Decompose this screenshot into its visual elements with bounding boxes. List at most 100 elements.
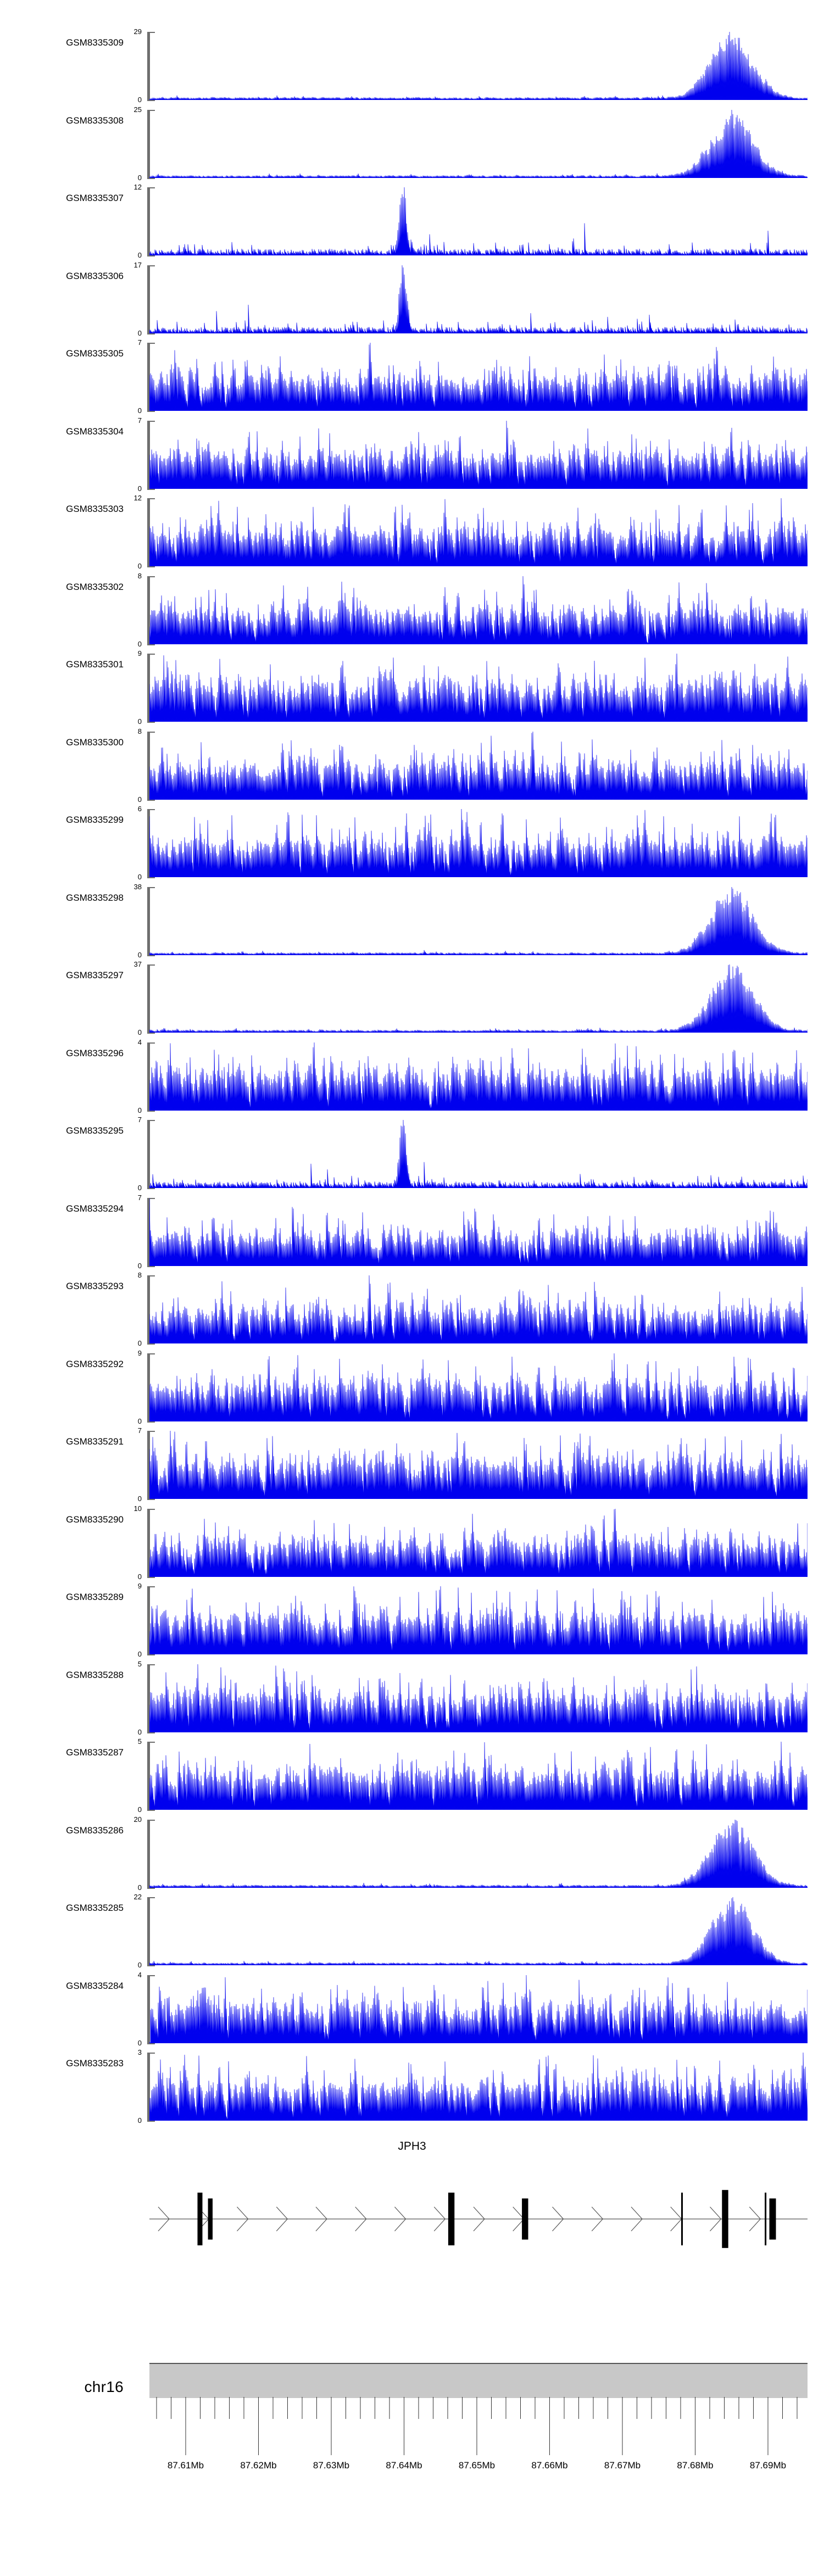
coverage-track[interactable]: GSM8335297 37 0 [0,961,824,1042]
coverage-track[interactable]: GSM8335285 22 0 [0,1893,824,1975]
track-signal-plot[interactable] [149,1120,808,1188]
coverage-track[interactable]: GSM8335300 8 0 [0,728,824,810]
svg-text:87.65Mb: 87.65Mb [459,2460,495,2471]
track-axis-tick-min [147,1576,155,1578]
track-axis-tick-max [147,1431,155,1432]
track-sample-label: GSM8335286 [66,1825,124,1836]
coverage-track[interactable]: GSM8335287 5 0 [0,1738,824,1820]
track-signal-plot[interactable] [149,1586,808,1654]
coverage-track[interactable]: GSM8335307 12 0 [0,183,824,265]
track-axis-max-value: 7 [137,416,142,425]
track-axis-max-value: 7 [137,1426,142,1435]
track-signal-plot[interactable] [149,1742,808,1810]
track-signal-plot[interactable] [149,1042,808,1111]
track-axis-tick-max [147,731,155,733]
track-y-axis [147,886,150,955]
track-axis-max-value: 17 [133,260,142,269]
track-signal-plot[interactable] [149,731,808,800]
track-axis-tick-max [147,1197,155,1199]
track-signal-plot[interactable] [149,964,808,1033]
coverage-track[interactable]: GSM8335299 6 0 [0,805,824,887]
track-y-axis [147,265,150,333]
track-signal-plot[interactable] [149,1353,808,1421]
track-y-axis [147,809,150,877]
coverage-track[interactable]: GSM8335301 9 0 [0,650,824,732]
track-signal-plot[interactable] [149,32,808,100]
coverage-track[interactable]: GSM8335304 7 0 [0,417,824,499]
coverage-track[interactable]: GSM8335283 3 0 [0,2049,824,2131]
coverage-track[interactable]: GSM8335306 17 0 [0,261,824,343]
coverage-track[interactable]: GSM8335293 8 0 [0,1272,824,1353]
track-signal-plot[interactable] [149,1975,808,2043]
genomic-coordinate-ruler: 87.61Mb 87.62Mb 87.63Mb 87.64Mb 87.65Mb 87.66… [156,2397,798,2471]
coverage-track[interactable]: GSM8335284 4 0 [0,1971,824,2053]
coverage-track[interactable]: GSM8335308 25 0 [0,106,824,188]
coverage-track[interactable]: GSM8335289 9 0 [0,1582,824,1664]
track-signal-plot[interactable] [149,809,808,877]
coverage-track[interactable]: GSM8335294 7 0 [0,1194,824,1276]
coverage-track[interactable]: GSM8335288 5 0 [0,1660,824,1742]
track-axis-max-value: 7 [137,1116,142,1124]
track-sample-label: GSM8335306 [66,270,124,281]
track-signal-plot[interactable] [149,1275,808,1343]
track-signal-plot[interactable] [149,1664,808,1732]
track-axis-tick-min [147,1033,155,1034]
track-axis-tick-min [147,1887,155,1889]
track-axis-min-value: 0 [137,96,142,104]
track-axis-tick-max [147,964,155,966]
track-axis-tick-max [147,1897,155,1898]
coverage-track[interactable]: GSM8335291 7 0 [0,1427,824,1509]
track-axis-tick-max [147,576,155,577]
coverage-track[interactable]: GSM8335290 10 0 [0,1505,824,1587]
coverage-track[interactable]: GSM8335292 9 0 [0,1350,824,1431]
track-signal-plot[interactable] [149,1431,808,1499]
track-sample-label: GSM8335302 [66,581,124,592]
track-axis-tick-max [147,109,155,111]
track-signal-plot[interactable] [149,886,808,955]
track-axis-tick-max [147,1819,155,1821]
track-signal-plot[interactable] [149,576,808,644]
coverage-track[interactable]: GSM8335305 7 0 [0,339,824,421]
track-axis-max-value: 9 [137,649,142,657]
track-signal-plot[interactable] [149,343,808,411]
track-y-axis [147,1819,150,1888]
track-axis-tick-min [147,877,155,878]
track-signal-plot[interactable] [149,2053,808,2121]
track-axis-tick-max [147,809,155,810]
track-signal-plot[interactable] [149,654,808,722]
track-signal-plot[interactable] [149,187,808,255]
coverage-track[interactable]: GSM8335303 12 0 [0,494,824,576]
coverage-track[interactable]: GSM8335302 8 0 [0,572,824,654]
coverage-track[interactable]: GSM8335298 38 0 [0,883,824,965]
coverage-track[interactable]: GSM8335286 20 0 [0,1816,824,1898]
track-y-axis [147,2053,150,2121]
svg-text:87.66Mb: 87.66Mb [531,2460,567,2471]
track-signal-plot[interactable] [149,420,808,489]
svg-text:87.64Mb: 87.64Mb [386,2460,422,2471]
track-signal-plot[interactable] [149,1197,808,1266]
track-axis-tick-min [147,100,155,101]
ideogram-bar[interactable] [149,2363,808,2398]
track-y-axis [147,187,150,255]
track-axis-max-value: 8 [137,727,142,735]
track-axis-min-value: 0 [137,2116,142,2125]
track-signal-plot[interactable] [149,1897,808,1965]
coverage-track[interactable]: GSM8335296 4 0 [0,1039,824,1120]
coverage-track[interactable]: GSM8335309 29 0 [0,28,824,110]
track-axis-tick-min [147,488,155,490]
track-signal-plot[interactable] [149,109,808,178]
track-signal-plot[interactable] [149,1819,808,1888]
track-signal-plot[interactable] [149,265,808,333]
track-axis-min-value: 0 [137,251,142,259]
track-signal-plot[interactable] [149,1508,808,1577]
track-sample-label: GSM8335294 [66,1203,124,1214]
track-signal-plot[interactable] [149,498,808,566]
gene-model-diagram[interactable] [149,2131,808,2285]
track-sample-label: GSM8335297 [66,970,124,980]
track-y-axis [147,1275,150,1343]
coverage-track[interactable]: GSM8335295 7 0 [0,1116,824,1198]
track-axis-tick-max [147,420,155,422]
track-y-axis [147,343,150,411]
track-axis-min-value: 0 [137,484,142,493]
